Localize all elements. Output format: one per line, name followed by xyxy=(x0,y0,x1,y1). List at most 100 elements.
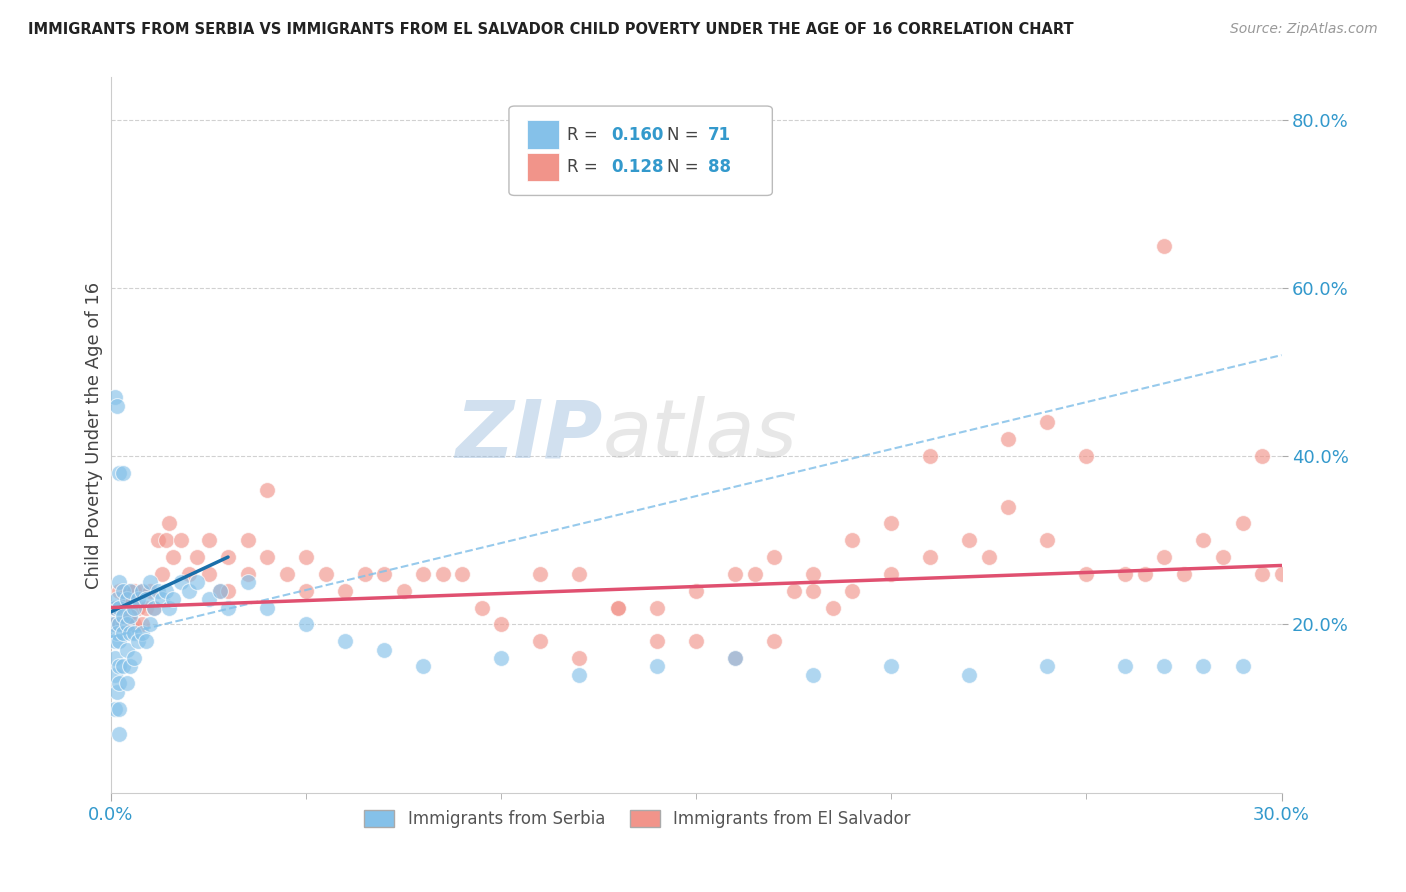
Point xyxy=(120,625,142,640)
Point xyxy=(111,583,134,598)
Point xyxy=(115,676,138,690)
Point xyxy=(353,566,375,581)
Point xyxy=(209,583,232,598)
Point xyxy=(104,600,127,615)
Point xyxy=(111,600,134,615)
Point xyxy=(236,566,259,581)
Point xyxy=(107,583,129,598)
Point xyxy=(744,566,766,581)
Point xyxy=(135,600,157,615)
Point xyxy=(150,566,173,581)
Point xyxy=(105,399,128,413)
Point xyxy=(607,600,630,615)
Point xyxy=(159,516,181,531)
Point xyxy=(177,583,200,598)
Point xyxy=(197,592,219,607)
FancyBboxPatch shape xyxy=(526,120,560,149)
Point xyxy=(111,466,134,480)
Point xyxy=(107,701,129,715)
Point xyxy=(107,659,129,673)
Point xyxy=(1036,659,1059,673)
Point xyxy=(107,466,129,480)
Point xyxy=(724,651,747,665)
Point xyxy=(209,583,232,598)
Point xyxy=(880,566,903,581)
Point xyxy=(412,566,434,581)
Point xyxy=(295,617,318,632)
Point xyxy=(997,432,1019,446)
Point xyxy=(107,617,129,632)
Point xyxy=(1192,659,1215,673)
Point xyxy=(412,659,434,673)
Point xyxy=(120,609,142,624)
Point xyxy=(139,575,162,590)
Point xyxy=(120,583,142,598)
Point xyxy=(197,566,219,581)
Point xyxy=(489,617,512,632)
Point xyxy=(801,566,824,581)
Point xyxy=(1192,533,1215,548)
Text: 88: 88 xyxy=(709,158,731,176)
Point xyxy=(107,634,129,648)
Point xyxy=(763,634,786,648)
FancyBboxPatch shape xyxy=(509,106,772,195)
Text: ZIP: ZIP xyxy=(456,396,603,474)
Point xyxy=(276,566,298,581)
Point xyxy=(131,583,153,598)
Point xyxy=(159,600,181,615)
FancyBboxPatch shape xyxy=(526,153,560,181)
Point xyxy=(1114,659,1136,673)
Point xyxy=(111,659,134,673)
Point xyxy=(150,592,173,607)
Point xyxy=(333,634,356,648)
Point xyxy=(105,625,128,640)
Point xyxy=(1232,659,1254,673)
Point xyxy=(127,592,149,607)
Point xyxy=(135,592,157,607)
Point xyxy=(432,566,454,581)
Point xyxy=(920,449,942,463)
Point xyxy=(724,566,747,581)
Point xyxy=(115,617,138,632)
Point xyxy=(801,583,824,598)
Point xyxy=(841,583,863,598)
Point xyxy=(104,617,127,632)
Point xyxy=(115,642,138,657)
Point xyxy=(685,583,707,598)
Point xyxy=(107,617,129,632)
Point xyxy=(295,583,318,598)
Point xyxy=(107,575,129,590)
Point xyxy=(1153,550,1175,565)
Point xyxy=(111,609,134,624)
Point xyxy=(120,659,142,673)
Text: 0.160: 0.160 xyxy=(610,126,664,144)
Point xyxy=(1133,566,1156,581)
Point xyxy=(124,600,146,615)
Point xyxy=(104,651,127,665)
Point xyxy=(1251,566,1274,581)
Point xyxy=(186,575,208,590)
Point xyxy=(568,651,591,665)
Point xyxy=(256,483,278,497)
Point xyxy=(801,668,824,682)
Point xyxy=(127,600,149,615)
Point xyxy=(162,550,184,565)
Point xyxy=(373,566,395,581)
Point xyxy=(529,566,551,581)
Point xyxy=(236,533,259,548)
Point xyxy=(1114,566,1136,581)
Point xyxy=(821,600,844,615)
Point xyxy=(135,634,157,648)
Point xyxy=(724,651,747,665)
Point xyxy=(1036,533,1059,548)
Point xyxy=(451,566,474,581)
Point xyxy=(1270,566,1292,581)
Point xyxy=(177,566,200,581)
Point xyxy=(763,550,786,565)
Point xyxy=(105,592,128,607)
Point xyxy=(104,634,127,648)
Point xyxy=(101,617,124,632)
Point xyxy=(104,390,127,404)
Point xyxy=(685,634,707,648)
Legend: Immigrants from Serbia, Immigrants from El Salvador: Immigrants from Serbia, Immigrants from … xyxy=(357,803,918,834)
